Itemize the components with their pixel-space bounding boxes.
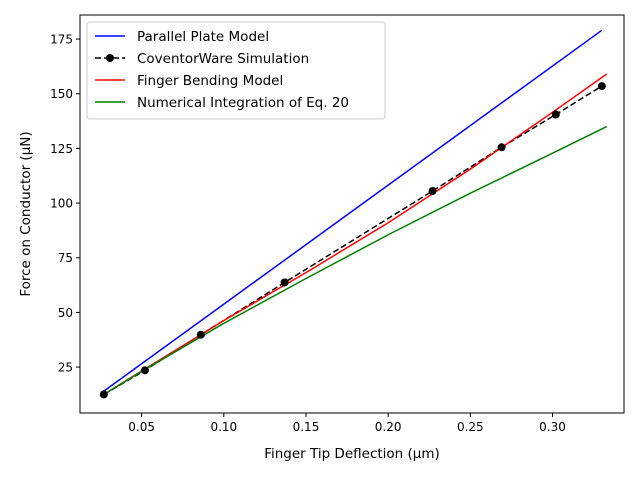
x-tick-label: 0.25 — [457, 420, 484, 434]
legend: Parallel Plate Model CoventorWare Simulat… — [86, 21, 386, 120]
legend-marker — [106, 54, 114, 62]
y-axis-ticks: 25 50 75 100 125 150 175 — [50, 33, 80, 375]
x-tick-label: 0.05 — [128, 420, 155, 434]
x-tick-label: 0.15 — [293, 420, 320, 434]
y-tick-label: 125 — [50, 142, 73, 156]
series-marker — [551, 110, 560, 119]
series-line-1 — [103, 29, 603, 392]
series-marker — [597, 82, 606, 91]
series-marker — [497, 143, 506, 152]
series-line-4 — [103, 125, 608, 396]
x-tick-label: 0.20 — [375, 420, 402, 434]
x-axis-label: Finger Tip Deflection (μm) — [264, 446, 440, 462]
plot-lines — [103, 29, 608, 396]
x-tick-label: 0.30 — [539, 420, 566, 434]
series-marker — [196, 330, 205, 339]
series-marker — [99, 390, 108, 399]
x-tick-label: 0.10 — [210, 420, 237, 434]
y-axis-label: Force on Conductor (μN) — [18, 131, 34, 296]
legend-box — [86, 21, 386, 120]
y-tick-label: 50 — [58, 306, 73, 320]
y-tick-label: 100 — [50, 197, 73, 211]
legend-label: Parallel Plate Model — [137, 29, 269, 45]
series-marker — [428, 187, 437, 196]
axes-frame — [79, 14, 625, 414]
y-tick-label: 150 — [50, 87, 73, 101]
series-line-3 — [103, 73, 608, 396]
series-marker — [140, 366, 149, 375]
legend-label: Numerical Integration of Eq. 20 — [137, 95, 349, 111]
legend-label: Finger Bending Model — [137, 73, 283, 89]
y-tick-label: 75 — [58, 251, 73, 265]
plot-markers — [99, 82, 606, 399]
legend-label: CoventorWare Simulation — [137, 51, 309, 67]
x-axis-ticks: 0.05 0.10 0.15 0.20 0.25 0.30 — [128, 413, 566, 434]
series-marker — [280, 278, 289, 287]
y-tick-label: 25 — [58, 361, 73, 375]
y-tick-label: 175 — [50, 33, 73, 47]
